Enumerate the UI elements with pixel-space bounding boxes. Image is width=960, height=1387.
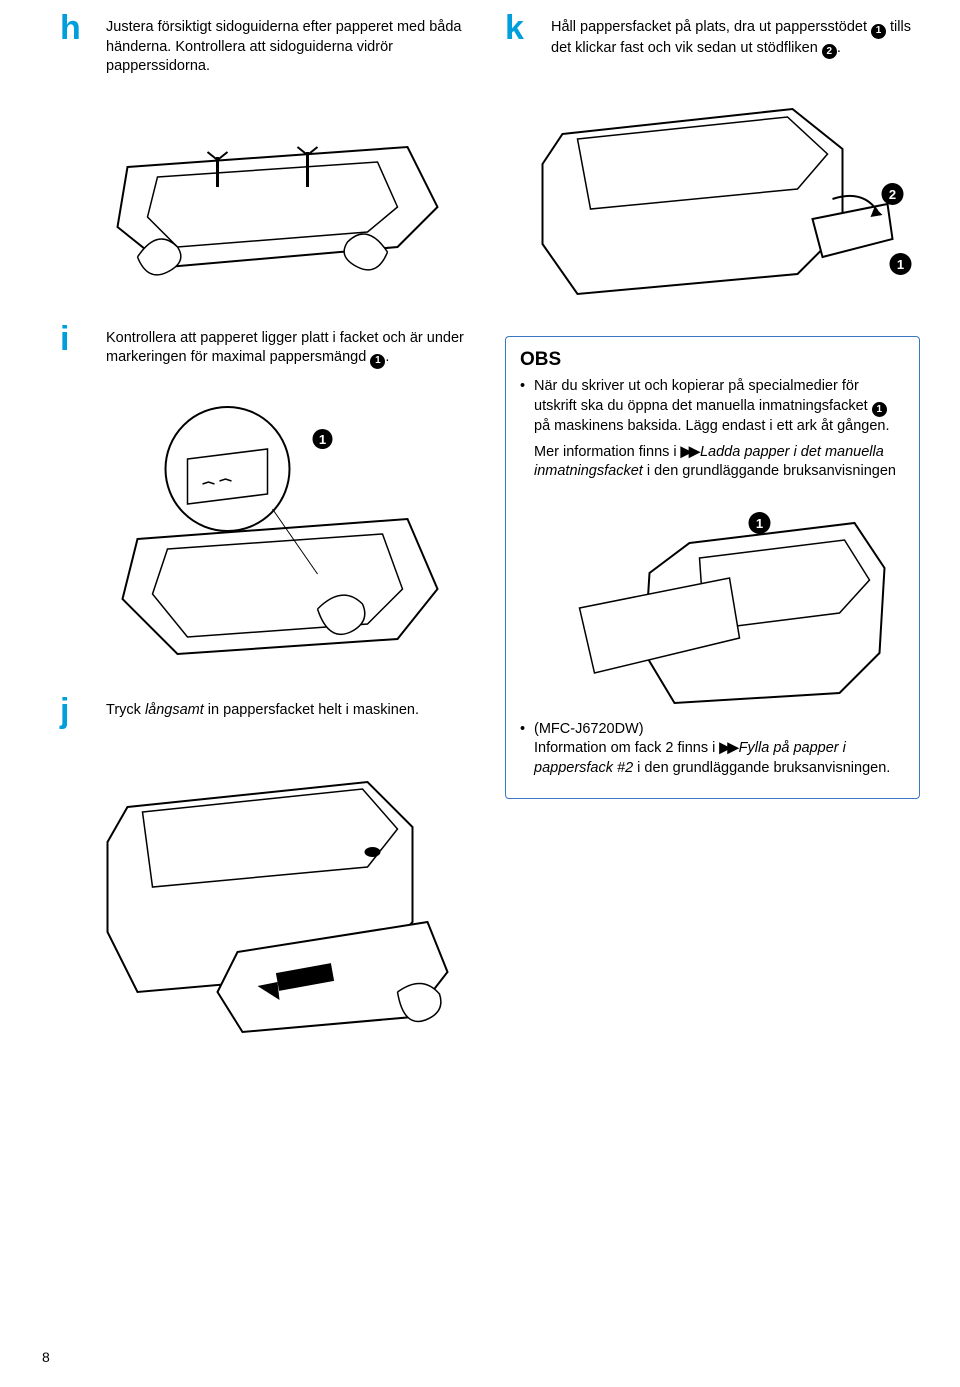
illu-k-label-2: 2 [889,187,896,202]
step-j-text-italic: långsamt [145,702,204,718]
step-k-text: Håll pappersfacket på plats, dra ut papp… [551,12,920,59]
illustration-i: 1 [60,389,475,669]
step-k-t1: Håll pappersfacket på plats, dra ut papp… [551,19,871,35]
step-j-text: Tryck långsamt in pappersfacket helt i m… [106,695,419,721]
illustration-obs: 1 [534,488,905,708]
step-i-text-1: Kontrollera att papperet ligger platt i … [106,330,464,366]
obs-item-1: När du skriver ut och kopierar på specia… [520,377,905,708]
step-k-t3: . [837,40,841,56]
obs1-t3b: i den grundläggande bruksanvisningen [643,463,896,479]
step-letter-h: h [60,12,88,44]
step-j-text-pre: Tryck [106,702,145,718]
step-i: i Kontrollera att papperet ligger platt … [60,323,475,369]
step-k-c1: 1 [871,24,886,39]
illu-k-label-1: 1 [897,257,904,272]
step-h: h Justera försiktigt sidoguiderna efter … [60,12,475,77]
obs1-t3a: Mer information finns i [534,444,681,460]
obs2-t1: (MFC-J6720DW) [534,721,644,737]
step-h-text: Justera försiktigt sidoguiderna efter pa… [106,12,475,77]
obs1-t2: på maskinens baksida. Lägg endast i ett … [534,418,889,434]
obs2-t2b: i den grundläggande bruksanvisningen. [633,760,890,776]
obs-list: När du skriver ut och kopierar på specia… [520,377,905,778]
step-i-circle-1: 1 [370,354,385,369]
illustration-j [60,747,475,1037]
step-letter-k: k [505,12,533,44]
step-j-text-post: in pappersfacket helt i maskinen. [204,702,419,718]
obs-box: OBS När du skriver ut och kopierar på sp… [505,336,920,799]
obs2-chev: ▶▶ [719,740,735,756]
right-column: k Håll pappersfacket på plats, dra ut pa… [505,12,920,1063]
obs2-t2a: Information om fack 2 finns i [534,740,719,756]
step-k-c2: 2 [822,44,837,59]
illu-obs-label-1: 1 [756,516,763,531]
step-i-text: Kontrollera att papperet ligger platt i … [106,323,475,369]
illu-i-label-1: 1 [319,432,326,447]
step-letter-i: i [60,323,88,355]
obs1-c1: 1 [872,402,887,417]
obs-title: OBS [520,349,905,371]
left-column: h Justera försiktigt sidoguiderna efter … [60,12,475,1063]
obs1-t1: När du skriver ut och kopierar på specia… [534,378,872,414]
page-number: 8 [42,1349,50,1365]
step-i-text-2: . [385,349,389,365]
illustration-h [60,97,475,297]
step-j: j Tryck långsamt in pappersfacket helt i… [60,695,475,727]
illustration-k: 2 1 [505,79,920,304]
step-letter-j: j [60,695,88,727]
step-k: k Håll pappersfacket på plats, dra ut pa… [505,12,920,59]
obs1-chev: ▶▶ [681,444,697,460]
obs-item-2: (MFC-J6720DW) Information om fack 2 finn… [520,720,905,779]
